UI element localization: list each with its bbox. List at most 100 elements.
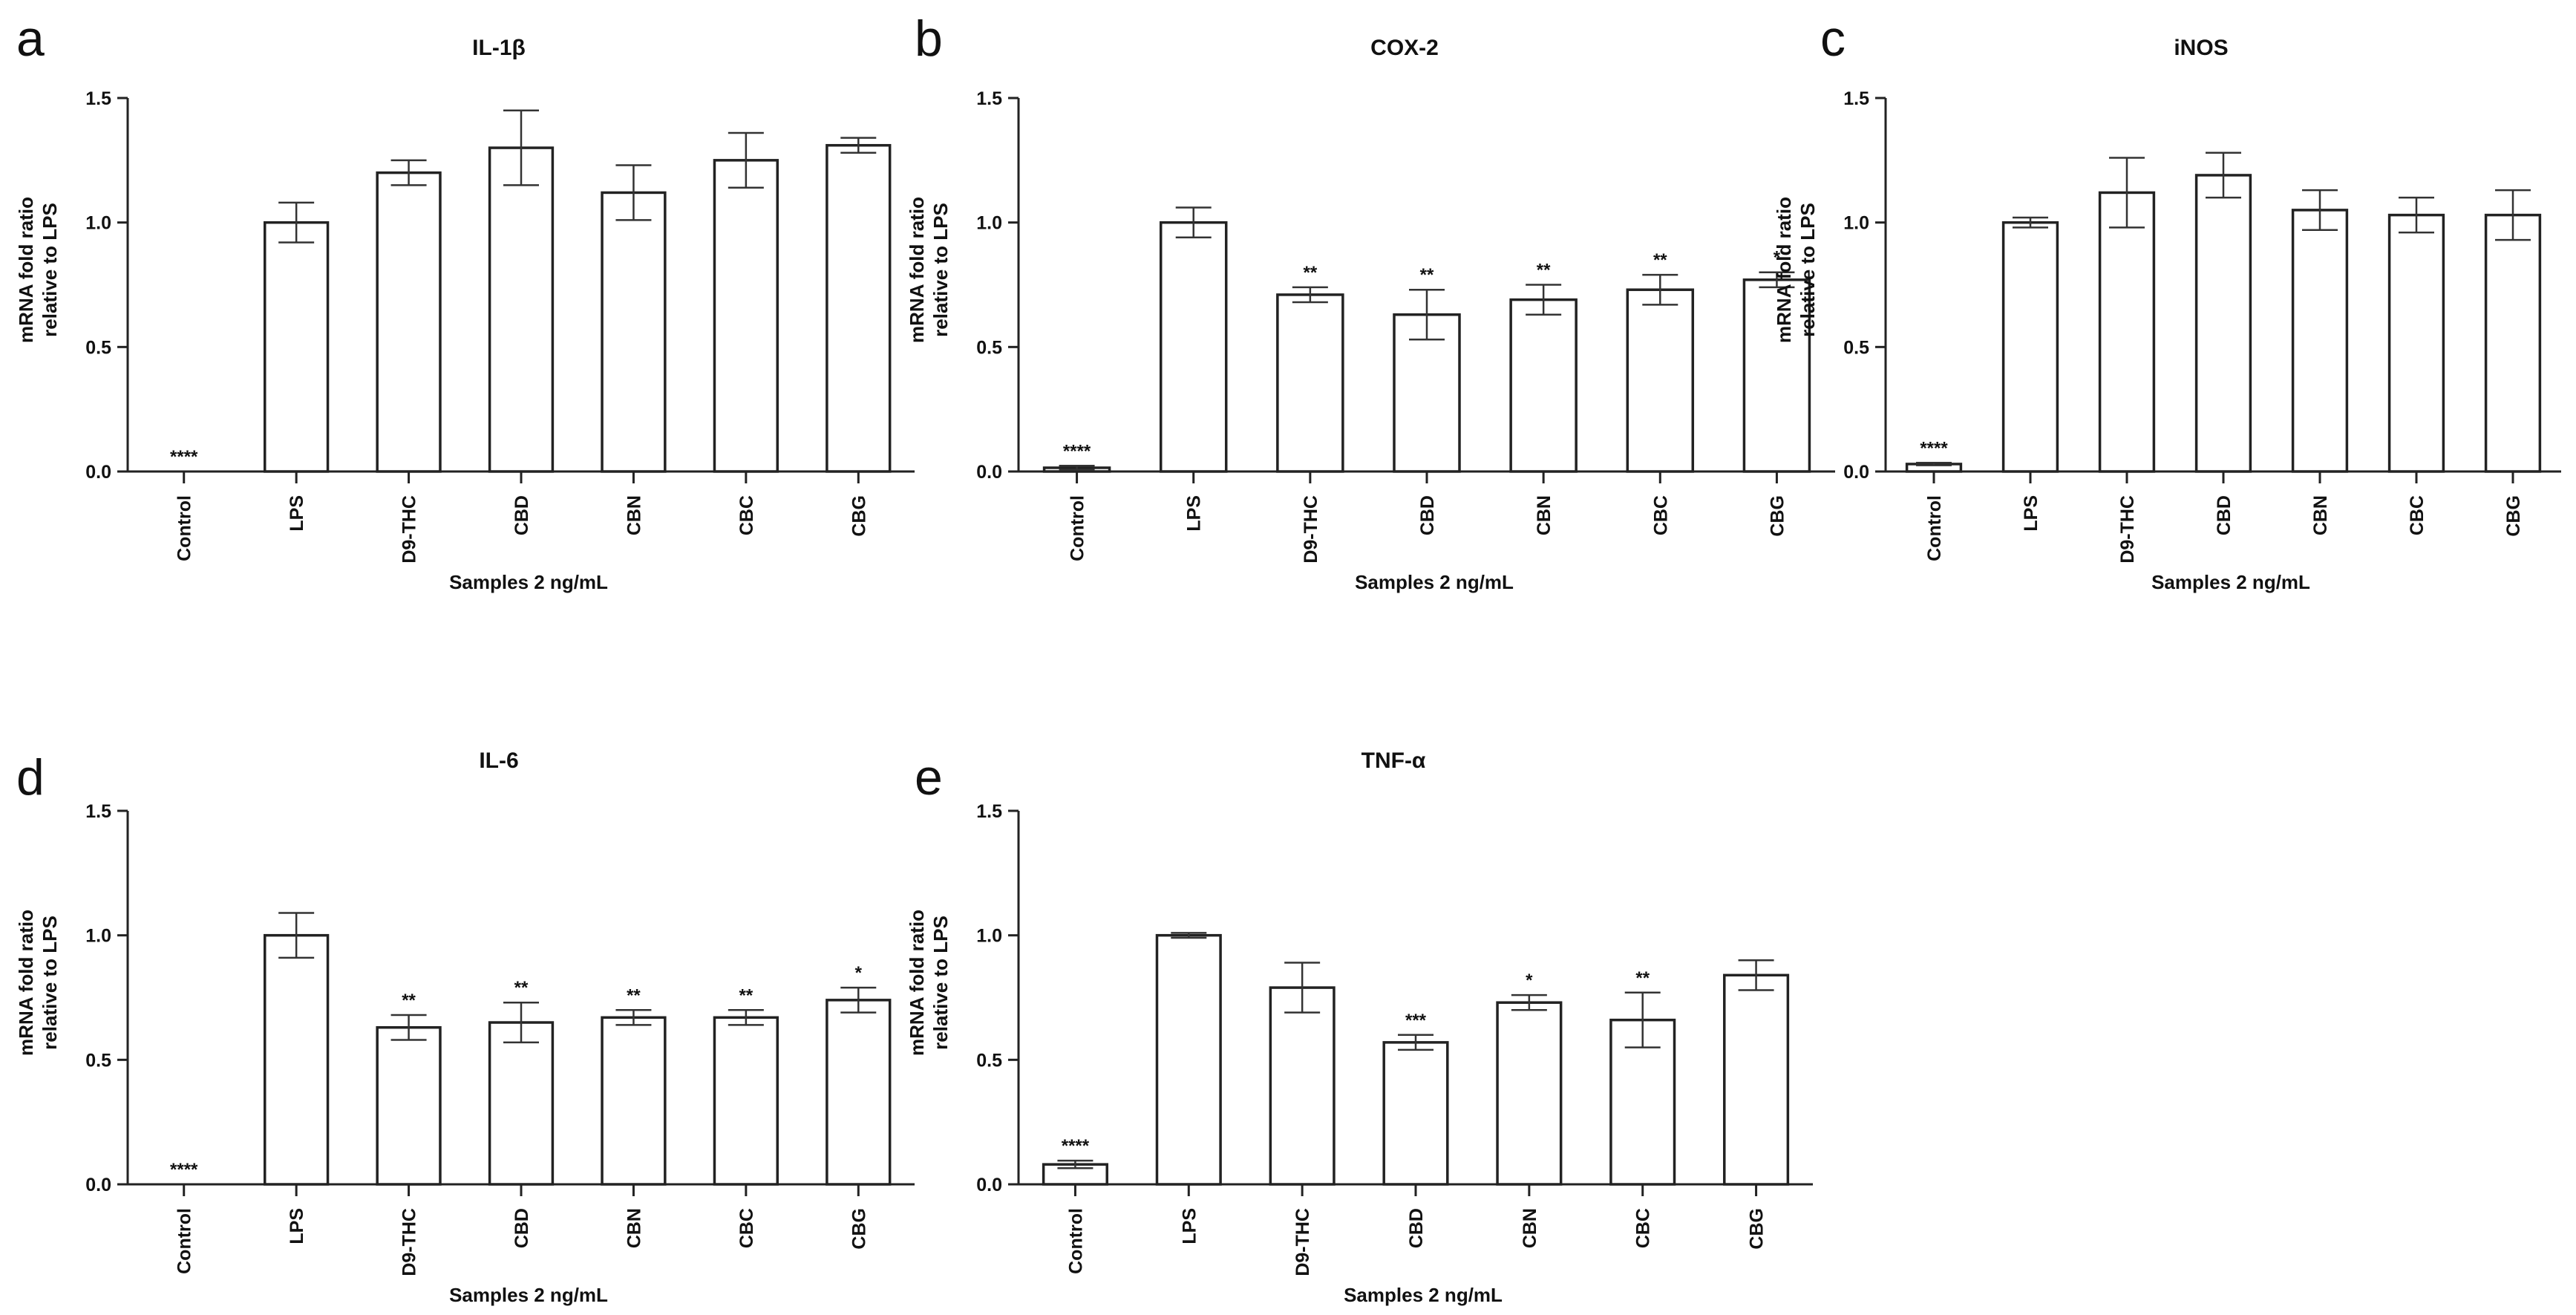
significance-marker: * xyxy=(855,963,863,983)
bar-cbc xyxy=(713,1016,779,1186)
category-label: CBG xyxy=(849,1208,869,1250)
significance-marker: ** xyxy=(514,978,529,998)
category-label: D9-THC xyxy=(1292,1208,1313,1276)
bar-d9-thc xyxy=(376,171,442,473)
significance-marker: **** xyxy=(170,1160,198,1180)
category-label: CBG xyxy=(1747,1208,1768,1250)
bar-cbc xyxy=(2387,213,2445,473)
y-tick-label: 0.5 xyxy=(976,337,1002,358)
y-tick-label: 1.5 xyxy=(976,88,1002,109)
category-label: CBN xyxy=(1534,495,1555,535)
category-label: CBG xyxy=(849,495,869,537)
bar-cbn xyxy=(601,1016,667,1186)
bar-cbn xyxy=(1496,1001,1563,1186)
bar-cbd xyxy=(1393,313,1461,473)
significance-marker: ** xyxy=(1537,261,1551,281)
bar-cbd xyxy=(1382,1041,1449,1186)
bar-cbc xyxy=(1626,288,1695,473)
category-label: CBN xyxy=(624,1208,644,1248)
category-label: CBC xyxy=(2407,495,2428,535)
significance-marker: ** xyxy=(1304,263,1318,283)
bar-lps xyxy=(263,933,330,1186)
bar-lps xyxy=(1155,933,1222,1186)
significance-marker: * xyxy=(1526,970,1533,991)
significance-marker: *** xyxy=(1405,1011,1427,1031)
category-label: CBC xyxy=(1650,495,1671,535)
y-tick-label: 1.5 xyxy=(1843,88,1869,109)
category-label: LPS xyxy=(1179,1208,1200,1244)
bar-cbc xyxy=(713,159,779,473)
category-label: CBC xyxy=(1633,1208,1654,1248)
category-label: CBG xyxy=(1767,495,1788,537)
y-tick-label: 1.0 xyxy=(976,926,1002,947)
bar-cbg xyxy=(2484,213,2542,473)
bar-cbg xyxy=(826,143,892,473)
bar-d9-thc xyxy=(1269,986,1336,1186)
significance-marker: **** xyxy=(170,447,198,467)
y-tick-label: 1.5 xyxy=(85,801,111,822)
y-tick-label: 1.5 xyxy=(85,88,111,109)
bar-cbg xyxy=(826,999,892,1186)
x-axis-label: Samples 2 ng/mL xyxy=(2151,571,2310,593)
panel-letter: d xyxy=(16,749,45,806)
significance-marker: * xyxy=(1774,248,1781,268)
significance-marker: ** xyxy=(739,985,753,1005)
y-tick-label: 0.5 xyxy=(976,1050,1002,1071)
bar-lps xyxy=(263,221,330,473)
category-label: LPS xyxy=(2021,495,2041,532)
category-label: D9-THC xyxy=(1301,495,1321,564)
bar-cbn xyxy=(2291,209,2349,473)
y-axis-label: mRNA fold ratio xyxy=(15,197,37,343)
x-axis-label: Samples 2 ng/mL xyxy=(1344,1284,1503,1306)
y-tick-label: 1.0 xyxy=(85,213,111,234)
panel-c: c iNOS 0.0 0.5 1.0 1.5 mRNA fold ratio relative… xyxy=(1773,10,2561,593)
category-label: CBN xyxy=(2310,495,2331,535)
category-label: Control xyxy=(174,495,195,561)
y-axis-label: relative to LPS xyxy=(929,203,952,337)
significance-marker: **** xyxy=(1920,438,1948,458)
category-label: Control xyxy=(1068,495,1088,561)
category-label: Control xyxy=(174,1208,195,1274)
y-tick-label: 1.5 xyxy=(976,801,1002,822)
y-axis-label: mRNA fold ratio xyxy=(906,910,928,1056)
y-axis-label: relative to LPS xyxy=(39,916,61,1050)
x-axis-label: Samples 2 ng/mL xyxy=(1355,571,1514,593)
category-label: CBD xyxy=(1406,1208,1427,1248)
category-label: CBD xyxy=(511,495,532,535)
panel-letter: a xyxy=(16,10,45,67)
category-label: D9-THC xyxy=(2117,495,2138,564)
panel-e: e TNF-α 0.0 0.5 1.0 1.5 mRNA fold ratio relativ… xyxy=(906,748,1813,1306)
category-label: CBD xyxy=(2214,495,2235,535)
category-label: CBN xyxy=(1520,1208,1540,1248)
panel-letter: c xyxy=(1820,10,1846,67)
x-axis-label: Samples 2 ng/mL xyxy=(449,1284,608,1306)
significance-marker: ** xyxy=(627,985,641,1005)
y-axis-label: mRNA fold ratio xyxy=(1773,197,1795,343)
bar-cbd xyxy=(488,1021,555,1186)
category-label: CBD xyxy=(511,1208,532,1248)
bar-cbd xyxy=(2194,174,2252,473)
category-label: LPS xyxy=(287,1208,307,1244)
category-label: LPS xyxy=(1184,495,1205,532)
y-tick-label: 0.5 xyxy=(85,337,111,358)
category-label: CBN xyxy=(624,495,644,535)
chart-title: COX-2 xyxy=(1370,36,1439,60)
y-tick-label: 1.0 xyxy=(1843,213,1869,234)
y-axis-label: mRNA fold ratio xyxy=(906,197,928,343)
y-tick-label: 0.0 xyxy=(976,1175,1002,1195)
significance-marker: **** xyxy=(1062,1136,1090,1156)
significance-marker: ** xyxy=(402,991,416,1011)
category-label: D9-THC xyxy=(399,1208,420,1276)
y-tick-label: 0.5 xyxy=(85,1050,111,1071)
bar-d9-thc xyxy=(376,1025,442,1186)
category-label: CBD xyxy=(1417,495,1438,535)
panel-a: a IL-1β 0.0 0.5 1.0 1.5 mRNA fold ratio relativ… xyxy=(15,10,915,593)
panel-d: d IL-6 0.0 0.5 1.0 1.5 mRNA fold ratio relative… xyxy=(15,748,915,1306)
category-label: Control xyxy=(1065,1208,1086,1274)
chart-title: IL-6 xyxy=(479,748,518,773)
y-tick-label: 0.0 xyxy=(1843,462,1869,483)
bar-cbn xyxy=(601,191,667,473)
y-axis-label: relative to LPS xyxy=(929,916,952,1050)
